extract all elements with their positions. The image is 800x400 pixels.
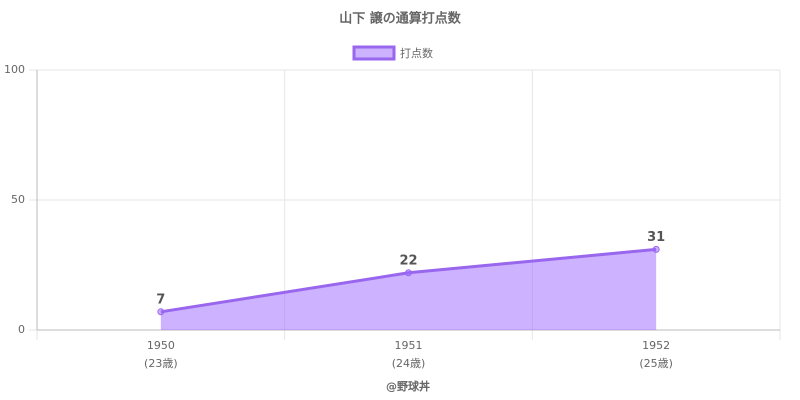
point: [652, 245, 660, 253]
area: [160, 249, 657, 330]
x-tick-label: 1951: [395, 339, 423, 352]
x-axis-title: @野球丼: [386, 379, 430, 393]
legend-swatch: [352, 45, 396, 61]
data-label: 7: [156, 292, 165, 307]
x-tick-label: 1952: [642, 339, 670, 352]
y-tick-label: 100: [4, 63, 25, 76]
x-tick-label: 1950: [147, 339, 175, 352]
x-tick-sublabel: (24歳): [392, 357, 426, 370]
data-label: 22: [399, 253, 417, 268]
legend-label: 打点数: [400, 46, 433, 60]
point: [405, 269, 412, 277]
x-tick-sublabel: (25歳): [639, 357, 673, 370]
y-tick-label: 0: [18, 323, 25, 336]
chart-title: 山下 譲の通算打点数: [339, 11, 462, 27]
y-tick-label: 50: [11, 193, 25, 206]
data-label: 31: [647, 230, 665, 245]
point: [157, 308, 165, 316]
x-tick-sublabel: (23歳): [144, 357, 178, 370]
